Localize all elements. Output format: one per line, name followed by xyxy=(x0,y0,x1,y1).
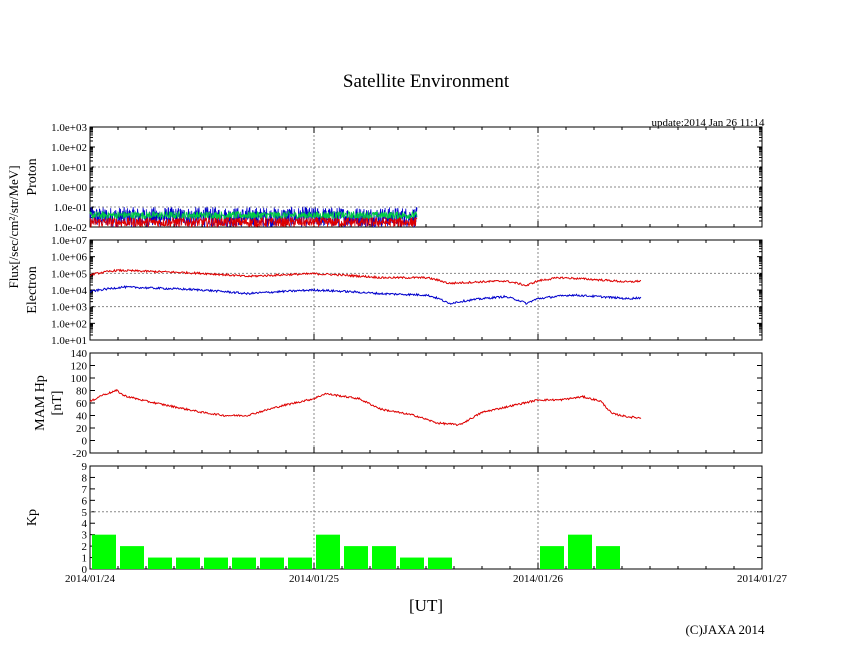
kp-ytick-label: 7 xyxy=(82,484,88,496)
proton-ytick-label: 1.0e+02 xyxy=(51,142,87,154)
proton-series-red xyxy=(89,216,418,229)
kp-ytick-label: 5 xyxy=(82,507,88,519)
flux-axis-label: Flux[/sec/cm²/str/MeV] xyxy=(6,165,21,288)
mam_hp-ytick-label: -20 xyxy=(72,448,87,460)
mam_hp-ytick-label: 140 xyxy=(71,348,88,360)
kp-ytick-label: 3 xyxy=(82,530,88,542)
mam_hp-frame xyxy=(89,352,763,454)
proton-frame xyxy=(89,126,763,228)
x-tick-label: 2014/01/24 xyxy=(65,573,116,585)
electron-ytick-label: 1.0e+03 xyxy=(51,302,87,314)
kp-ylabel: Kp xyxy=(25,509,40,526)
mam_hp-ylabel: MAM Hp xyxy=(33,375,48,431)
proton-ytick-label: 1.0e+00 xyxy=(51,182,87,194)
electron-ylabel: Electron xyxy=(25,266,40,313)
proton-ylabel: Proton xyxy=(25,158,40,195)
x-axis-label: [UT] xyxy=(409,596,443,615)
kp-bar xyxy=(232,557,256,569)
chart-title: Satellite Environment xyxy=(343,71,510,92)
kp-bar xyxy=(596,546,620,569)
electron-ytick-label: 1.0e+07 xyxy=(51,235,87,247)
kp-bar xyxy=(372,546,396,569)
electron-series-red xyxy=(89,268,642,287)
kp-bar xyxy=(148,557,172,569)
kp-ytick-label: 8 xyxy=(82,472,88,484)
proton-ytick-label: 1.0e-01 xyxy=(54,202,87,214)
mam_hp-ytick-label: 80 xyxy=(76,386,88,398)
mam_hp-series-red xyxy=(89,388,642,427)
kp-bar xyxy=(288,557,312,569)
kp-ytick-label: 1 xyxy=(82,553,88,565)
electron-ytick-label: 1.0e+04 xyxy=(51,285,87,297)
kp-frame xyxy=(89,465,763,570)
mam_hp-ytick-label: 100 xyxy=(71,373,88,385)
mam_hp-ytick-label: 0 xyxy=(82,436,88,448)
x-tick-label: 2014/01/26 xyxy=(513,573,564,585)
kp-bar xyxy=(400,557,424,569)
update-timestamp: update:2014 Jan 26 11:14 xyxy=(652,117,765,129)
x-tick-label: 2014/01/27 xyxy=(737,573,788,585)
electron-ytick-label: 1.0e+02 xyxy=(51,318,87,330)
kp-bar xyxy=(428,557,452,569)
electron-ytick-label: 1.0e+06 xyxy=(51,252,87,264)
electron-ytick-label: 1.0e+01 xyxy=(51,335,87,347)
mam_hp-ytick-label: 40 xyxy=(76,411,88,423)
mam_hp-ytick-label: 120 xyxy=(71,361,88,373)
kp-ytick-label: 4 xyxy=(82,518,88,530)
kp-ytick-label: 0 xyxy=(82,564,88,576)
mam_hp-ylabel-unit: [nT] xyxy=(50,391,65,416)
mam_hp-ytick-label: 20 xyxy=(76,423,88,435)
kp-bar xyxy=(568,534,592,569)
kp-bar xyxy=(344,546,368,569)
proton-ytick-label: 1.0e-02 xyxy=(54,222,87,234)
proton-ytick-label: 1.0e+01 xyxy=(51,162,87,174)
panels-group: 1.0e-02 1.0e-01 1.0e+00 1.0e+01 1.0e+02 1.0e+… xyxy=(25,122,788,585)
kp-bar xyxy=(204,557,228,569)
kp-bar xyxy=(540,546,564,569)
mam_hp-ytick-label: 60 xyxy=(76,398,88,410)
kp-bar xyxy=(260,557,284,569)
electron-ytick-label: 1.0e+05 xyxy=(51,268,87,280)
electron-frame xyxy=(89,239,763,341)
kp-ytick-label: 2 xyxy=(82,541,88,553)
kp-bar xyxy=(120,546,144,569)
x-tick-label: 2014/01/25 xyxy=(289,573,340,585)
kp-bar xyxy=(316,534,340,569)
proton-ytick-label: 1.0e+03 xyxy=(51,122,87,134)
proton-series-green xyxy=(89,210,418,221)
electron-series-blue xyxy=(89,285,642,306)
kp-bar xyxy=(92,534,116,569)
copyright-text: (C)JAXA 2014 xyxy=(685,622,765,637)
kp-bar xyxy=(176,557,200,569)
kp-ytick-label: 9 xyxy=(82,461,88,473)
kp-ytick-label: 6 xyxy=(82,495,88,507)
